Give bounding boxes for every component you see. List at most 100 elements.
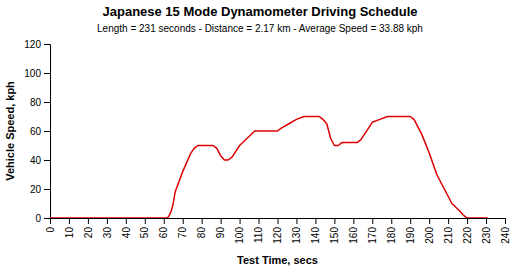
x-tick-mark: [259, 218, 260, 224]
x-axis-title: Test Time, secs: [237, 254, 318, 266]
x-tick-label: 50: [139, 227, 150, 239]
y-tick: 100: [24, 68, 50, 79]
x-tick-label: 20: [83, 227, 94, 239]
x-tick-mark: [410, 218, 411, 224]
x-tick-label: 190: [405, 227, 416, 244]
x-tick: 40: [121, 218, 132, 238]
x-tick-label: 240: [500, 227, 511, 244]
x-tick-mark: [183, 218, 184, 224]
x-tick-label: 230: [481, 227, 492, 244]
plot: 0 10 20 30 40 50 60 70 80 90 100 110 120 130 140 150 160…: [4, 39, 511, 266]
chart: Japanese 15 Mode Dynamometer Driving Sch…: [0, 0, 520, 272]
y-tick-label: 120: [24, 39, 41, 50]
title: Japanese 15 Mode Dynamometer Driving Sch…: [103, 4, 418, 19]
y-tick: 60: [30, 126, 50, 137]
y-axis-line: [44, 45, 51, 219]
y-tick-mark: [44, 131, 50, 132]
x-tick: 150: [329, 218, 340, 244]
x-tick-mark: [278, 218, 279, 224]
y-tick-label: 40: [30, 155, 42, 166]
y-tick-mark: [44, 160, 50, 161]
x-tick: 130: [291, 218, 302, 244]
x-tick: 0: [45, 218, 56, 233]
x-tick-mark: [353, 218, 354, 224]
x-tick: 120: [272, 218, 283, 244]
speed-line: [50, 117, 488, 219]
y-axis: 0 20 40 60 80 100 120: [24, 39, 50, 224]
x-tick-mark: [164, 218, 165, 224]
x-tick: 10: [64, 218, 75, 238]
x-tick: 180: [386, 218, 397, 244]
x-tick-mark: [145, 218, 146, 224]
y-tick-label: 80: [30, 97, 42, 108]
x-tick-label: 10: [64, 227, 75, 239]
x-tick: 200: [424, 218, 435, 244]
x-tick: 190: [405, 218, 416, 244]
x-tick: 50: [139, 218, 150, 238]
x-tick: 90: [215, 218, 226, 238]
x-tick-mark: [202, 218, 203, 224]
x-tick-label: 130: [291, 227, 302, 244]
x-tick-mark: [505, 218, 506, 224]
x-tick: 170: [367, 218, 378, 244]
x-tick-label: 110: [253, 227, 264, 243]
x-tick: 100: [234, 218, 245, 244]
x-tick: 160: [348, 218, 359, 244]
x-tick-label: 80: [196, 227, 207, 239]
y-tick-mark: [44, 189, 50, 190]
x-tick: 60: [158, 218, 169, 238]
x-tick: 240: [500, 218, 511, 244]
x-tick-label: 210: [443, 227, 454, 244]
y-tick-label: 100: [24, 68, 41, 79]
x-tick-mark: [448, 218, 449, 224]
x-tick: 20: [83, 218, 94, 238]
x-tick: 110: [253, 218, 264, 243]
x-tick-label: 160: [348, 227, 359, 244]
x-tick-mark: [467, 218, 468, 224]
x-tick-label: 40: [121, 227, 132, 239]
y-tick: 120: [24, 39, 50, 50]
y-tick-mark: [44, 73, 50, 74]
x-tick-label: 220: [462, 227, 473, 244]
x-tick-mark: [88, 218, 89, 224]
x-tick-mark: [107, 218, 108, 224]
y-tick-mark: [44, 44, 50, 45]
y-tick: 20: [30, 184, 50, 195]
x-tick: 220: [462, 218, 473, 244]
x-tick: 230: [481, 218, 492, 244]
y-axis-title: Vehicle Speed, kph: [4, 81, 16, 181]
x-tick-label: 30: [102, 227, 113, 239]
x-tick-label: 200: [424, 227, 435, 244]
x-tick-mark: [221, 218, 222, 224]
x-tick-mark: [391, 218, 392, 224]
y-tick-label: 60: [30, 126, 42, 137]
y-tick-mark: [44, 218, 50, 219]
x-tick: 80: [196, 218, 207, 238]
x-tick-label: 170: [367, 227, 378, 244]
x-tick-mark: [334, 218, 335, 224]
y-tick-label: 0: [35, 213, 41, 224]
x-tick-label: 100: [234, 227, 245, 244]
y-tick-label: 20: [30, 184, 42, 195]
y-tick: 40: [30, 155, 50, 166]
x-tick-mark: [69, 218, 70, 224]
y-tick: 80: [30, 97, 50, 108]
x-axis-line: [51, 219, 506, 225]
x-tick: 30: [102, 218, 113, 238]
x-tick: 140: [310, 218, 321, 244]
x-tick: 70: [177, 218, 188, 238]
marks: [50, 117, 488, 219]
x-tick-label: 90: [215, 227, 226, 239]
y-tick: 0: [35, 213, 50, 224]
subtitle: Length = 231 seconds - Distance = 2.17 k…: [97, 23, 423, 34]
x-tick-mark: [126, 218, 127, 224]
x-tick-label: 120: [272, 227, 283, 244]
x-tick-label: 140: [310, 227, 321, 244]
y-tick-mark: [44, 102, 50, 103]
x-tick-label: 60: [158, 227, 169, 239]
x-tick-mark: [315, 218, 316, 224]
x-tick: 210: [443, 218, 454, 244]
x-tick-label: 0: [45, 227, 56, 233]
x-tick-mark: [372, 218, 373, 224]
x-axis: 0 10 20 30 40 50 60 70 80 90 100 110 120 130 140 150 160…: [45, 218, 511, 244]
